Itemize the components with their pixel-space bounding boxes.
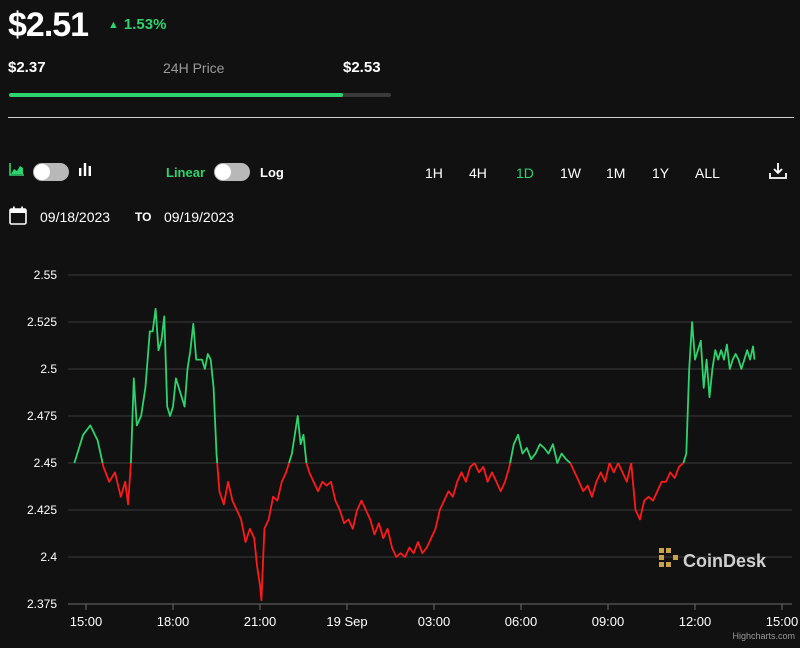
range-button-all[interactable]: ALL [695, 165, 720, 181]
series-line-below-baseline [617, 462, 633, 483]
scale-toggle[interactable] [214, 163, 250, 181]
range-bar-fill [9, 93, 344, 97]
y-tick-label: 2.4 [40, 550, 57, 564]
up-arrow-icon: ▲ [108, 19, 119, 31]
y-tick-label: 2.525 [27, 315, 57, 329]
series-line-below-baseline [216, 462, 290, 602]
chart-type-toggle[interactable] [33, 163, 69, 181]
log-scale-label[interactable]: Log [260, 165, 284, 180]
x-tick-label: 15:00 [766, 614, 799, 629]
series-line-above-baseline [682, 321, 756, 464]
chart-grid [68, 274, 792, 605]
date-to[interactable]: 09/19/2023 [164, 209, 235, 225]
highcharts-credit[interactable]: Highcharts.com [732, 631, 795, 641]
series-line-below-baseline [101, 462, 132, 506]
x-tick-label: 03:00 [418, 614, 451, 629]
y-axis-ticks: 2.375 2.4 2.425 2.45 2.475 2.5 2.525 2.55 [27, 268, 57, 611]
y-tick-label: 2.475 [27, 409, 57, 423]
series-line-above-baseline [288, 415, 308, 464]
current-price: $2.51 [8, 6, 89, 44]
y-tick-label: 2.375 [27, 597, 57, 611]
series-line-below-baseline [608, 462, 620, 474]
change-percent: 1.53% [123, 16, 167, 33]
x-tick-label: 21:00 [244, 614, 277, 629]
toggle-knob [215, 164, 231, 180]
date-from[interactable]: 09/18/2023 [40, 209, 111, 225]
y-tick-label: 2.55 [34, 268, 58, 282]
x-tick-label: 18:00 [157, 614, 190, 629]
y-tick-label: 2.425 [27, 503, 57, 517]
x-axis-ticks: 15:00 18:00 21:00 19 Sep 03:00 06:00 09:00 12:0… [70, 604, 799, 629]
price-series [73, 307, 756, 602]
watermark-text: CoinDesk [683, 551, 767, 571]
range-label: 24H Price [163, 60, 225, 76]
range-button-1h[interactable]: 1H [425, 165, 443, 181]
price-change: ▲ 1.53% [108, 16, 166, 33]
date-to-label: TO [135, 210, 152, 224]
x-tick-label: 09:00 [592, 614, 625, 629]
range-high: $2.53 [343, 59, 381, 76]
toggle-knob [34, 164, 50, 180]
coindesk-logo-icon [659, 548, 678, 567]
series-line-below-baseline [473, 462, 511, 493]
y-tick-label: 2.45 [34, 456, 58, 470]
x-tick-label: 06:00 [505, 614, 538, 629]
coindesk-watermark: CoinDesk [659, 548, 767, 571]
range-button-1y[interactable]: 1Y [652, 165, 670, 181]
series-line-above-baseline [509, 433, 571, 464]
x-tick-label: 12:00 [679, 614, 712, 629]
range-low: $2.37 [8, 59, 46, 76]
series-line-below-baseline [630, 462, 684, 521]
series-line-below-baseline [569, 462, 611, 498]
series-line-above-baseline [73, 424, 104, 464]
series-line-below-baseline [305, 462, 476, 558]
range-button-1m[interactable]: 1M [606, 165, 626, 181]
range-button-1d[interactable]: 1D [516, 165, 534, 181]
divider [8, 117, 794, 118]
x-tick-label: 15:00 [70, 614, 103, 629]
range-bar [9, 93, 391, 97]
y-tick-label: 2.5 [40, 362, 57, 376]
calendar-icon[interactable] [9, 206, 27, 230]
range-button-4h[interactable]: 4H [469, 165, 487, 181]
download-icon[interactable] [769, 162, 787, 185]
linear-scale-label[interactable]: Linear [166, 165, 206, 180]
area-chart-icon[interactable] [9, 162, 25, 181]
range-button-1w[interactable]: 1W [560, 165, 581, 181]
x-tick-label: 19 Sep [326, 614, 367, 629]
series-line-above-baseline [130, 307, 219, 464]
bar-chart-icon[interactable] [78, 162, 92, 181]
